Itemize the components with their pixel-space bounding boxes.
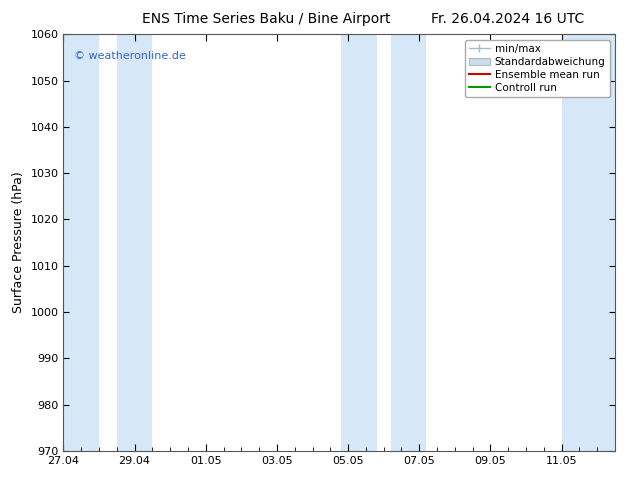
Bar (117, 34, 152, 451)
Bar (341, 34, 377, 451)
Text: © weatheronline.de: © weatheronline.de (74, 51, 186, 61)
Text: ENS Time Series Baku / Bine Airport: ENS Time Series Baku / Bine Airport (142, 12, 391, 26)
Legend: min/max, Standardabweichung, Ensemble mean run, Controll run: min/max, Standardabweichung, Ensemble me… (465, 40, 610, 97)
Bar (391, 34, 427, 451)
Bar (562, 34, 615, 451)
Text: Fr. 26.04.2024 16 UTC: Fr. 26.04.2024 16 UTC (430, 12, 584, 26)
Bar (63, 34, 99, 451)
Y-axis label: Surface Pressure (hPa): Surface Pressure (hPa) (12, 172, 25, 314)
